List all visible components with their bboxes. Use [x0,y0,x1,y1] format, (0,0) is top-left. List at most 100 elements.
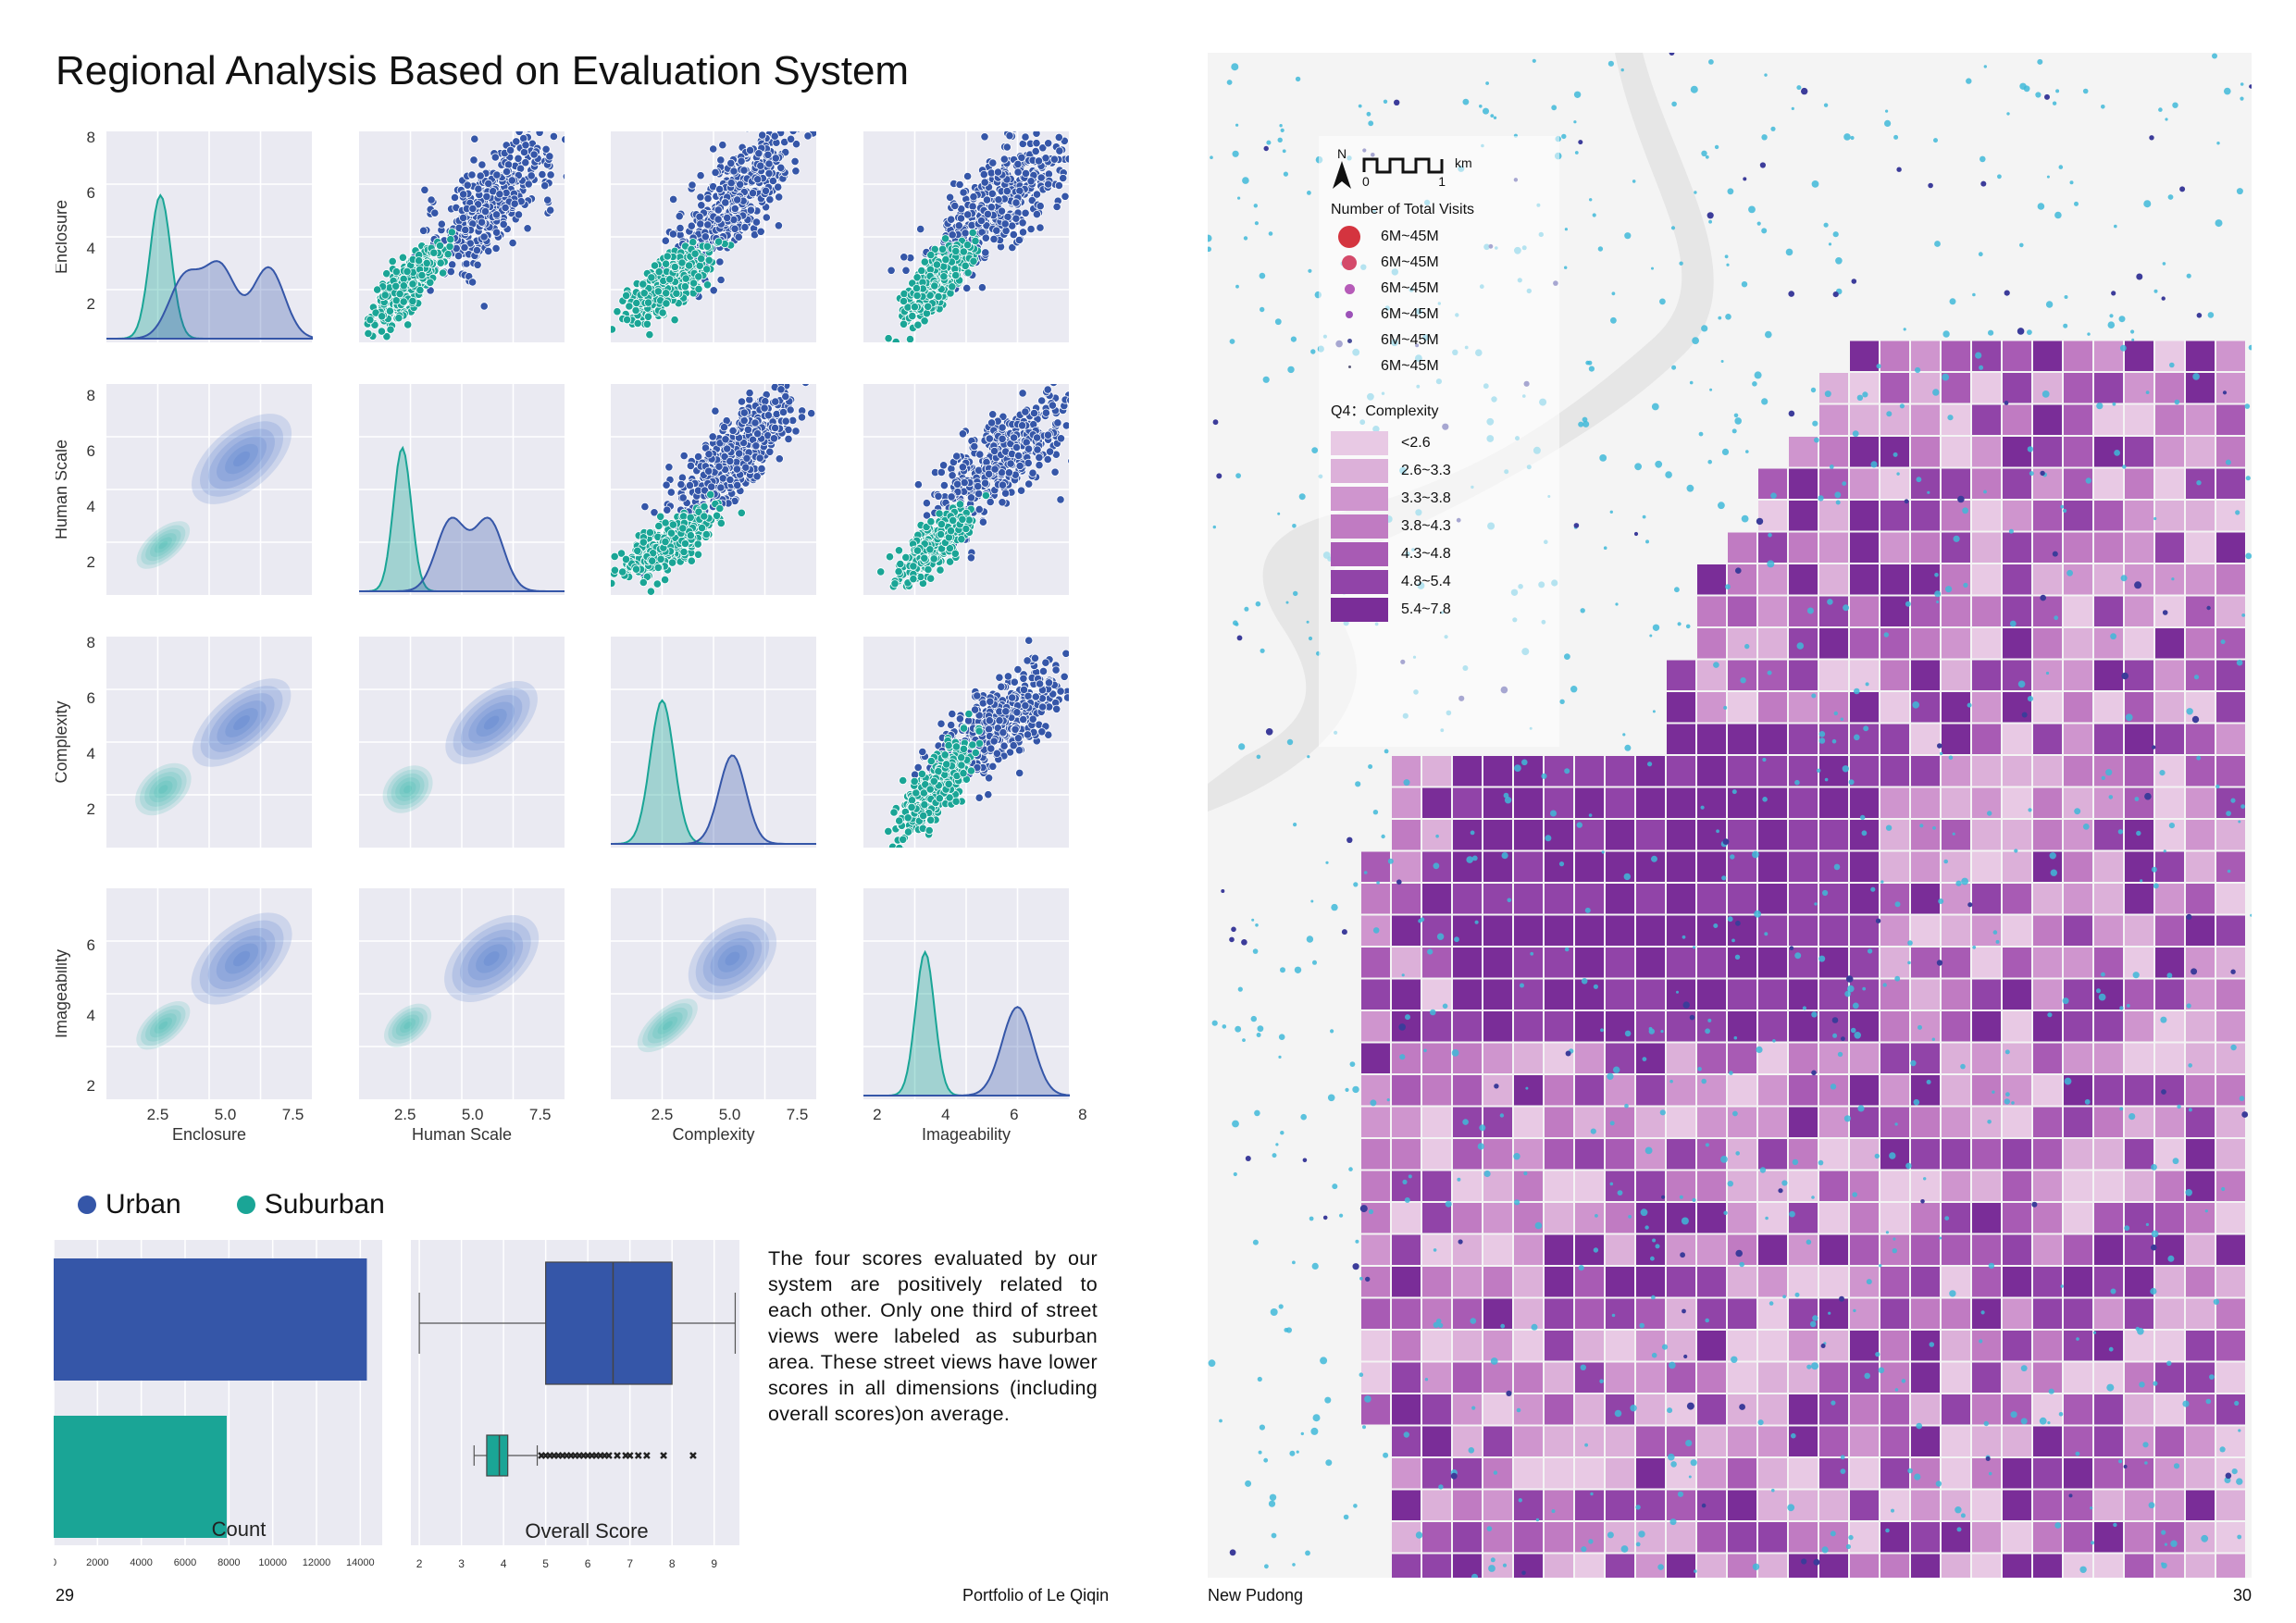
urban-point [472,245,481,255]
urban-point [721,198,730,207]
kde-contours [637,917,777,1053]
scatter-points [611,384,816,595]
urban-point [751,217,762,227]
urban-point [1056,495,1065,504]
urban-point [1063,693,1069,702]
urban-point [977,283,987,292]
suburban-point [948,282,957,291]
district-block [1819,437,1848,467]
urban-point [676,479,686,489]
district-block [2064,468,2092,499]
urban-point [756,227,765,236]
urban-point [1013,159,1023,169]
district-block [2003,341,2031,371]
urban-point [1035,461,1044,470]
y-tick-label: 6 [87,689,95,707]
urban-point [1017,486,1026,495]
suburban-point [679,547,689,557]
scatter-points [876,384,1069,591]
urban-point [1036,679,1045,688]
urban-point [999,155,1009,164]
x-axis-label: Overall Score [525,1519,648,1542]
urban-point [998,480,1008,489]
x-tick-label: 8 [1078,1106,1086,1123]
suburban-point [968,740,977,750]
urban-point [786,134,796,143]
urban-point [468,204,478,214]
district-block [2003,404,2031,435]
suburban-point [658,308,667,317]
urban-point [519,147,529,157]
suburban-point [652,579,662,588]
suburban-point [951,271,961,280]
urban-point [1036,202,1045,211]
suburban-point [408,296,417,305]
urban-density-level [192,414,292,504]
urban-point [790,156,800,167]
urban-point [1011,214,1021,223]
district-block [1972,468,2001,499]
suburban-point [917,266,926,276]
suburban-point [714,237,724,246]
suburban-point [907,802,916,812]
urban-point [746,205,756,215]
suburban-point [695,261,704,270]
suburban-point [894,567,903,576]
urban-point [562,172,565,180]
suburban-point [942,760,951,769]
urban-point [688,180,697,190]
urban-point [1000,219,1010,229]
urban-point [1037,396,1047,405]
urban-point [966,553,976,563]
urban-point [1073,125,1080,132]
pairplot-cell-1-0 [106,384,312,595]
suburban-point [689,279,699,288]
district-block [2186,341,2215,371]
urban-point [1011,131,1018,133]
urban-point [418,226,428,235]
suburban-point [940,750,949,760]
district-block [1942,437,1970,467]
suburban-density-level [647,1007,689,1044]
urban-point [979,169,988,180]
suburban-point [660,575,670,585]
urban-point [968,202,977,211]
urban-point [753,175,763,184]
outlier-point [626,1452,634,1459]
urban-point [1056,434,1066,443]
urban-point [484,179,493,189]
urban-point [983,209,993,219]
urban-point [901,266,911,275]
pairplot-cell-2-0 [106,637,312,848]
urban-point [1005,748,1015,757]
suburban-point [900,290,909,299]
urban-point [1033,433,1042,442]
urban-point [970,441,979,452]
urban-point [1037,120,1045,125]
district-block [1850,404,1879,435]
suburban-point [920,257,929,266]
suburban-density-level [391,1010,424,1040]
y-tick-label: 6 [87,184,95,202]
urban-point [769,434,779,443]
x-tick-label: 0 [54,1557,56,1568]
suburban-point [909,562,918,571]
outlier-point [689,1452,697,1459]
urban-point [707,482,716,491]
urban-point [947,492,956,502]
suburban-point [668,520,678,529]
district-block [2033,373,2062,403]
suburban-point [716,518,726,527]
urban-point [1001,707,1011,716]
urban-point [1030,653,1040,663]
suburban-point [712,511,722,520]
urban-point [1058,120,1065,121]
urban-point [668,194,678,204]
urban-point [720,452,729,461]
suburban-point [945,557,955,566]
suburban-point [661,537,670,547]
urban-point [1036,223,1045,232]
suburban-point [957,753,966,762]
suburban-point [639,279,648,289]
urban-point [994,195,1003,204]
